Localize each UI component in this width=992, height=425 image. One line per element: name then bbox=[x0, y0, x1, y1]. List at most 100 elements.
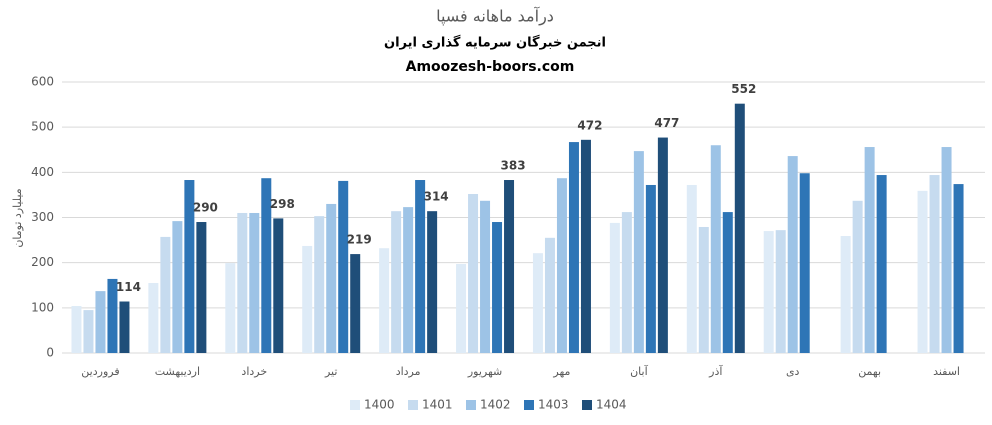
data-label: 314 bbox=[424, 190, 449, 204]
y-axis-label: میلیارد تومان bbox=[11, 188, 24, 247]
bar bbox=[621, 212, 632, 353]
x-tick-label: آذر bbox=[708, 364, 723, 378]
bar bbox=[415, 180, 426, 353]
bar bbox=[775, 230, 786, 353]
x-tick-label: مرداد bbox=[396, 365, 421, 378]
bar bbox=[314, 216, 325, 353]
bar bbox=[953, 184, 964, 353]
bar bbox=[734, 103, 745, 354]
bar bbox=[237, 212, 248, 353]
bar bbox=[403, 207, 414, 353]
bar bbox=[864, 147, 875, 353]
x-tick-label: مهر bbox=[552, 365, 570, 378]
x-tick-label: شهریور bbox=[467, 365, 502, 378]
bar bbox=[799, 173, 810, 353]
data-label: 477 bbox=[654, 116, 679, 130]
bar bbox=[273, 218, 284, 353]
bar bbox=[852, 200, 863, 353]
bar bbox=[148, 282, 159, 353]
legend-swatch bbox=[350, 400, 360, 410]
legend-swatch bbox=[466, 400, 476, 410]
legend-swatch bbox=[524, 400, 534, 410]
chart-subtitle: انجمن خبرگان سرمایه گذاری ایران bbox=[384, 35, 606, 51]
bar bbox=[876, 175, 887, 353]
bar bbox=[686, 184, 697, 353]
bar bbox=[722, 212, 733, 353]
bar bbox=[657, 137, 668, 353]
data-label: 383 bbox=[501, 159, 526, 173]
bar bbox=[107, 278, 118, 353]
chart-title: درآمد ماهانه فسپا bbox=[436, 7, 554, 27]
bar bbox=[350, 254, 361, 353]
bar bbox=[645, 184, 656, 353]
bar bbox=[184, 180, 195, 353]
bar bbox=[326, 203, 337, 353]
bar bbox=[172, 221, 183, 353]
bar bbox=[633, 151, 644, 353]
bar bbox=[225, 263, 236, 353]
bar bbox=[249, 212, 260, 353]
bar bbox=[840, 236, 851, 353]
data-label: 114 bbox=[116, 280, 141, 294]
bar bbox=[480, 200, 491, 353]
bar bbox=[83, 310, 94, 353]
chart-website: Amoozesh-boors.com bbox=[406, 59, 575, 75]
x-tick-label: دی bbox=[786, 365, 800, 378]
bar bbox=[763, 231, 774, 353]
bar bbox=[119, 301, 130, 353]
y-tick-label: 600 bbox=[31, 75, 54, 89]
bar bbox=[917, 190, 928, 353]
legend-label: 1401 bbox=[422, 398, 453, 412]
y-tick-label: 100 bbox=[31, 300, 54, 314]
x-tick-label: تیر bbox=[324, 365, 337, 378]
y-tick-label: 400 bbox=[31, 165, 54, 179]
data-label: 219 bbox=[347, 233, 372, 247]
legend-swatch bbox=[582, 400, 592, 410]
y-tick-label: 300 bbox=[31, 210, 54, 224]
bar bbox=[787, 156, 798, 353]
x-tick-label: خرداد bbox=[241, 365, 267, 378]
bar bbox=[492, 222, 503, 353]
legend-label: 1400 bbox=[364, 398, 395, 412]
bar bbox=[302, 245, 313, 353]
bar bbox=[556, 178, 567, 353]
bar bbox=[456, 264, 467, 353]
bar bbox=[568, 142, 579, 353]
legend-label: 1402 bbox=[480, 398, 511, 412]
data-label: 552 bbox=[731, 82, 756, 96]
bar bbox=[710, 145, 721, 353]
bar bbox=[929, 175, 940, 353]
bar bbox=[196, 222, 207, 353]
legend-swatch bbox=[408, 400, 418, 410]
bar bbox=[504, 180, 515, 353]
data-label: 290 bbox=[193, 201, 218, 215]
bar bbox=[468, 194, 479, 353]
x-tick-label: آبان bbox=[630, 364, 648, 378]
bar bbox=[95, 291, 106, 353]
bar bbox=[698, 226, 709, 353]
y-tick-label: 200 bbox=[31, 255, 54, 269]
x-tick-label: اردیبهشت bbox=[155, 365, 200, 378]
bar bbox=[338, 180, 349, 353]
y-tick-label: 0 bbox=[46, 346, 54, 360]
x-tick-label: اسفند bbox=[933, 365, 960, 378]
legend-label: 1403 bbox=[538, 398, 569, 412]
bar bbox=[609, 222, 620, 353]
bar bbox=[427, 211, 438, 353]
bar bbox=[580, 139, 591, 353]
legend-label: 1404 bbox=[596, 398, 627, 412]
x-tick-label: فروردین bbox=[81, 365, 119, 378]
bar bbox=[71, 306, 82, 353]
bar bbox=[391, 211, 402, 353]
bar bbox=[544, 237, 555, 353]
bar bbox=[261, 178, 272, 353]
bar bbox=[160, 236, 171, 353]
bar bbox=[941, 147, 952, 353]
bar bbox=[532, 253, 543, 353]
data-label: 472 bbox=[577, 118, 602, 132]
data-label: 298 bbox=[270, 197, 295, 211]
y-tick-label: 500 bbox=[31, 120, 54, 134]
bar bbox=[379, 248, 390, 353]
x-tick-label: بهمن bbox=[858, 365, 881, 378]
